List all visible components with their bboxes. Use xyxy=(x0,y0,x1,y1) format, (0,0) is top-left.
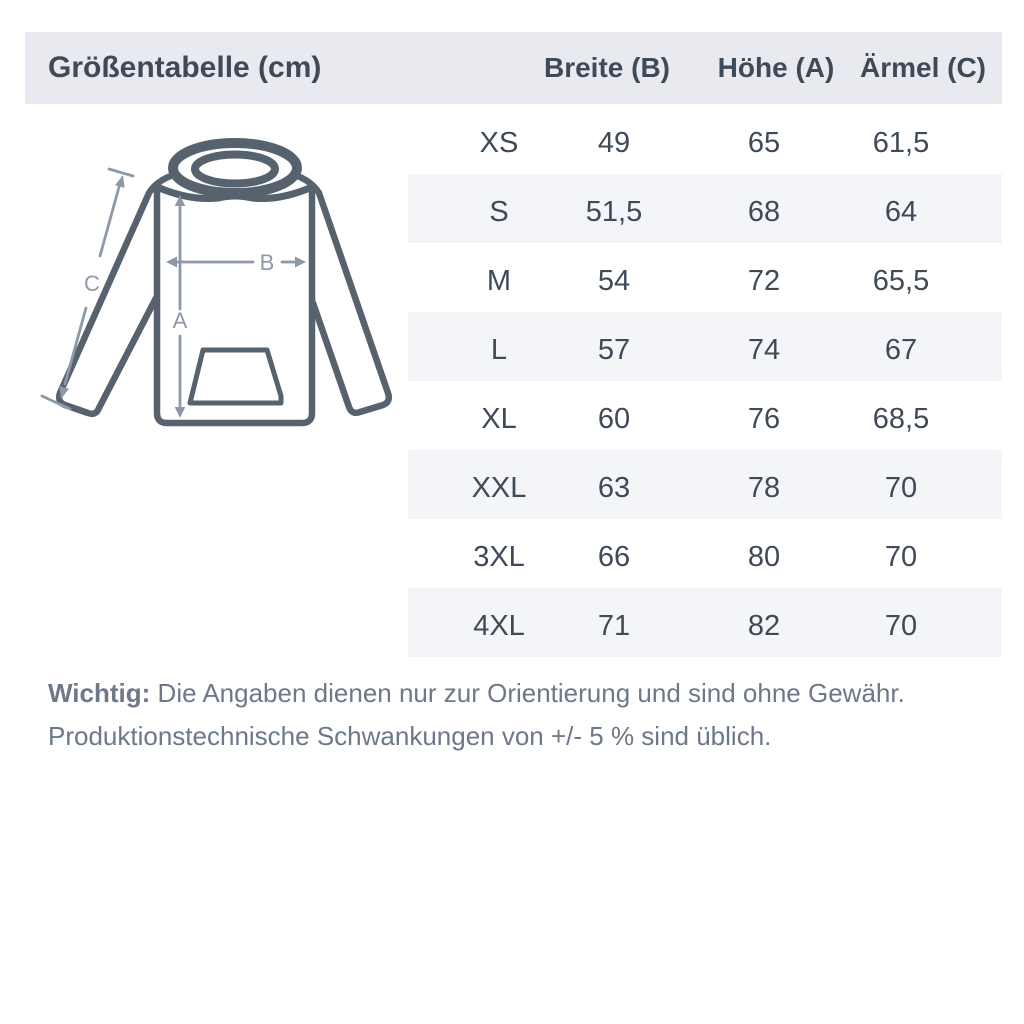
breite-cell: 60 xyxy=(597,403,631,435)
size-table: XS 49 65 61,5 S 51,5 68 64 M 54 72 65,5 … xyxy=(408,105,1002,657)
size-cell: 4XL xyxy=(473,610,525,642)
column-header-breite: Breite (B) xyxy=(543,52,671,83)
size-cell: XXL xyxy=(471,472,527,504)
aermel-cell: 67 xyxy=(884,334,918,366)
breite-cell: 57 xyxy=(597,334,631,366)
size-row: XL 60 76 68,5 xyxy=(408,381,1002,450)
breite-cell: 63 xyxy=(597,472,631,504)
size-cell: S xyxy=(489,196,509,228)
breite-cell: 49 xyxy=(597,127,631,159)
arrow-c-end-ticks xyxy=(40,167,135,411)
hoehe-cell: 74 xyxy=(747,334,781,366)
size-row: L 57 74 67 xyxy=(408,312,1002,381)
aermel-cell: 64 xyxy=(884,196,918,228)
aermel-cell: 70 xyxy=(884,472,918,504)
hoodie-left-sleeve xyxy=(55,168,187,418)
arrow-c-line xyxy=(63,185,121,386)
note-important-label: Wichtig: xyxy=(48,678,151,708)
measurement-label-b: B xyxy=(260,250,275,275)
aermel-cell: 61,5 xyxy=(872,127,930,159)
size-row: XXL 63 78 70 xyxy=(408,450,1002,519)
hoodie-right-sleeve xyxy=(281,168,393,417)
aermel-cell: 70 xyxy=(884,610,918,642)
size-cell: 3XL xyxy=(473,541,525,573)
arrow-c-head-bottom xyxy=(59,386,69,399)
page-title: Größentabelle (cm) xyxy=(48,51,322,84)
aermel-cell: 65,5 xyxy=(872,265,930,297)
hoodie-measurement-diagram: A B C xyxy=(40,138,393,427)
breite-cell: 51,5 xyxy=(585,196,643,228)
hoehe-cell: 65 xyxy=(747,127,781,159)
aermel-cell: 68,5 xyxy=(872,403,930,435)
hoodie-pocket xyxy=(187,347,284,406)
table-header-bar: Größentabelle (cm) Breite (B) Höhe (A) Ä… xyxy=(25,32,1002,104)
breite-cell: 54 xyxy=(597,265,631,297)
hoehe-cell: 68 xyxy=(747,196,781,228)
hoodie-hood-inner-ring xyxy=(191,150,279,188)
size-row: S 51,5 68 64 xyxy=(408,174,1002,243)
size-row: M 54 72 65,5 xyxy=(408,243,1002,312)
aermel-cell: 70 xyxy=(884,541,918,573)
size-cell: L xyxy=(490,334,508,366)
size-row: XS 49 65 61,5 xyxy=(408,105,1002,174)
hoehe-cell: 80 xyxy=(747,541,781,573)
hoehe-cell: 82 xyxy=(747,610,781,642)
measurement-label-a: A xyxy=(173,308,188,333)
size-cell: M xyxy=(486,265,512,297)
size-cell: XL xyxy=(481,403,517,435)
disclaimer-note: Wichtig: Die Angaben dienen nur zur Orie… xyxy=(48,672,960,758)
size-row: 3XL 66 80 70 xyxy=(408,519,1002,588)
note-text: Die Angaben dienen nur zur Orientierung … xyxy=(48,678,905,751)
breite-cell: 66 xyxy=(597,541,631,573)
arrow-b-head-right xyxy=(295,256,306,268)
arrow-c-head-top xyxy=(115,175,125,188)
breite-cell: 71 xyxy=(597,610,631,642)
arrow-b-head-left xyxy=(166,256,177,268)
hoehe-cell: 76 xyxy=(747,403,781,435)
measurement-label-c: C xyxy=(84,271,100,296)
column-header-hoehe: Höhe (A) xyxy=(717,52,835,83)
arrow-a-head-top xyxy=(174,195,186,206)
hoehe-cell: 78 xyxy=(747,472,781,504)
size-row: 4XL 71 82 70 xyxy=(408,588,1002,657)
size-cell: XS xyxy=(479,127,519,159)
column-header-aermel: Ärmel (C) xyxy=(859,52,987,83)
arrow-a-head-bottom xyxy=(174,407,186,418)
hoehe-cell: 72 xyxy=(747,265,781,297)
